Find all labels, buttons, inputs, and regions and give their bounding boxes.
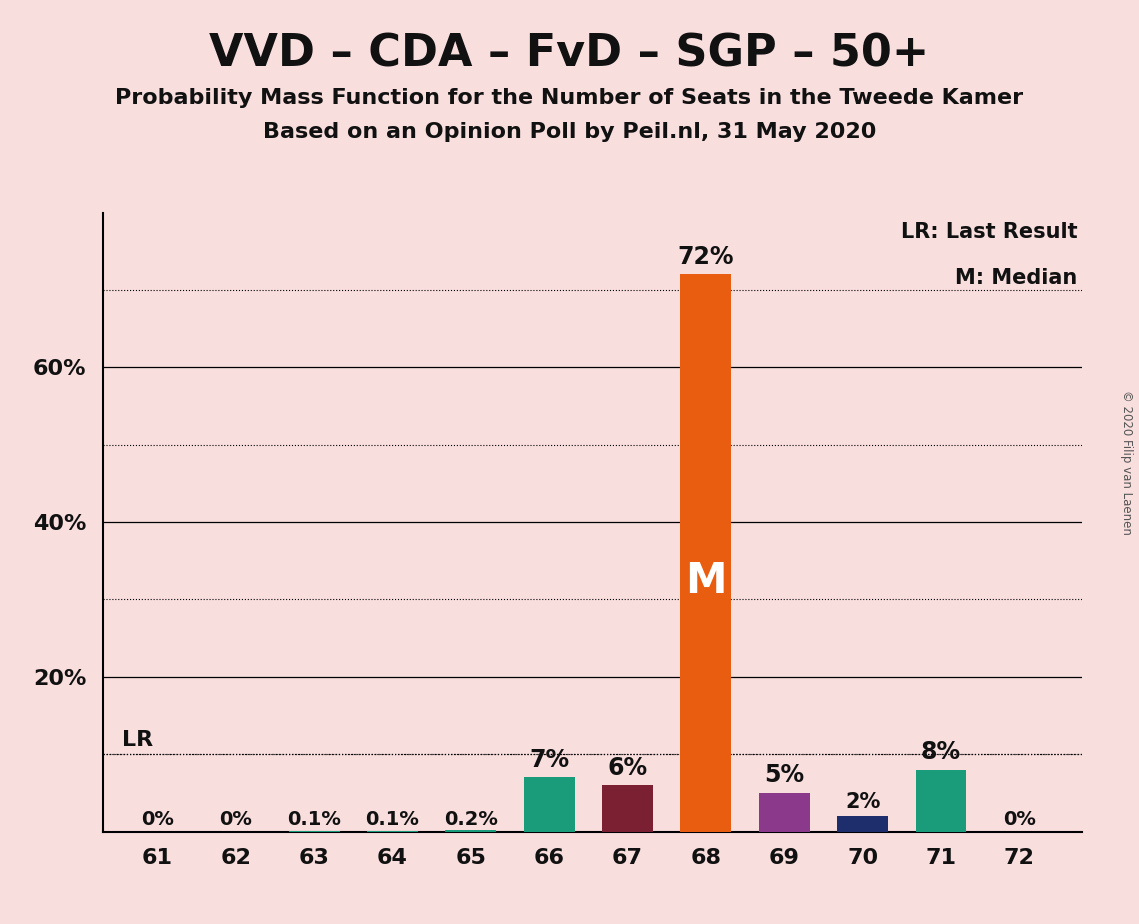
Text: 0%: 0% bbox=[141, 810, 174, 829]
Text: 0.1%: 0.1% bbox=[366, 810, 419, 829]
Text: LR: Last Result: LR: Last Result bbox=[901, 222, 1077, 242]
Bar bbox=[916, 770, 967, 832]
Bar bbox=[603, 785, 653, 832]
Text: Based on an Opinion Poll by Peil.nl, 31 May 2020: Based on an Opinion Poll by Peil.nl, 31 … bbox=[263, 122, 876, 142]
Text: 72%: 72% bbox=[678, 245, 735, 269]
Bar bbox=[445, 830, 497, 832]
Text: 8%: 8% bbox=[921, 740, 961, 764]
Text: 0.2%: 0.2% bbox=[444, 810, 498, 829]
Text: LR: LR bbox=[122, 730, 154, 749]
Text: 0%: 0% bbox=[220, 810, 252, 829]
Text: 5%: 5% bbox=[764, 763, 804, 787]
Text: 7%: 7% bbox=[530, 748, 570, 772]
Text: 6%: 6% bbox=[607, 756, 648, 780]
Text: VVD – CDA – FvD – SGP – 50+: VVD – CDA – FvD – SGP – 50+ bbox=[210, 32, 929, 76]
Text: 2%: 2% bbox=[845, 792, 880, 812]
Bar bbox=[837, 816, 888, 832]
Bar bbox=[759, 793, 810, 832]
Text: 0.1%: 0.1% bbox=[287, 810, 341, 829]
Text: M: Median: M: Median bbox=[954, 268, 1077, 288]
Text: © 2020 Filip van Laenen: © 2020 Filip van Laenen bbox=[1121, 390, 1133, 534]
Bar bbox=[524, 777, 575, 832]
Bar bbox=[680, 274, 731, 832]
Text: 0%: 0% bbox=[1003, 810, 1035, 829]
Text: M: M bbox=[686, 560, 727, 602]
Text: Probability Mass Function for the Number of Seats in the Tweede Kamer: Probability Mass Function for the Number… bbox=[115, 88, 1024, 108]
